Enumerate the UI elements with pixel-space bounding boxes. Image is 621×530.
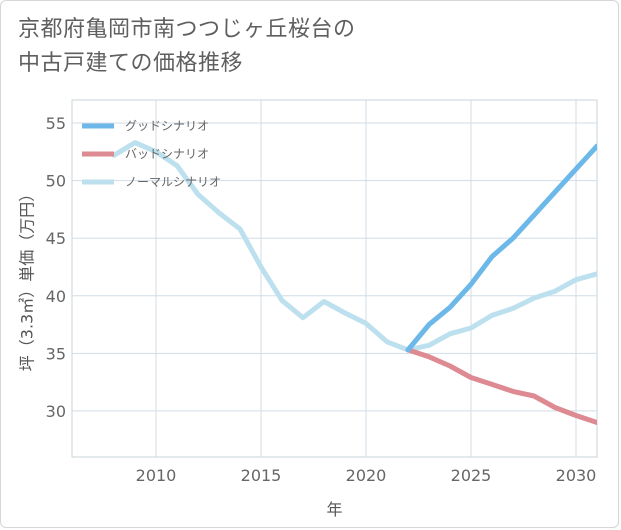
y-tick-label: 55 (46, 114, 66, 133)
series-group (111, 140, 597, 425)
legend-label: グッドシナリオ (125, 119, 209, 133)
x-axis-label: 年 (326, 500, 342, 519)
y-tick-label: 35 (46, 344, 66, 363)
y-tick-label: 45 (46, 229, 66, 248)
y-axis-label: 坪（3.3㎡）単価（万円） (18, 186, 37, 371)
x-tick-label: 2015 (241, 466, 282, 485)
series-line-1 (405, 347, 597, 425)
chart-title-line1: 京都府亀岡市南つつじヶ丘桜台の (18, 17, 356, 42)
x-tick-label: 2025 (451, 466, 492, 485)
chart-title: 京都府亀岡市南つつじヶ丘桜台の 中古戸建ての価格推移 (18, 13, 356, 81)
y-tick-label: 40 (46, 287, 66, 306)
legend-label: バッドシナリオ (125, 147, 209, 161)
series-line-2 (111, 140, 597, 353)
y-tick-label: 30 (46, 402, 66, 421)
x-tick-label: 2020 (346, 466, 387, 485)
x-tick-label: 2030 (556, 466, 597, 485)
legend-label: ノーマルシナリオ (125, 175, 221, 189)
plot-area-frame (71, 99, 598, 458)
x-tick-label: 2010 (136, 466, 177, 485)
chart-title-line2: 中古戸建ての価格推移 (18, 51, 244, 76)
y-tick-label: 50 (46, 172, 66, 191)
series-line-0 (405, 143, 597, 353)
